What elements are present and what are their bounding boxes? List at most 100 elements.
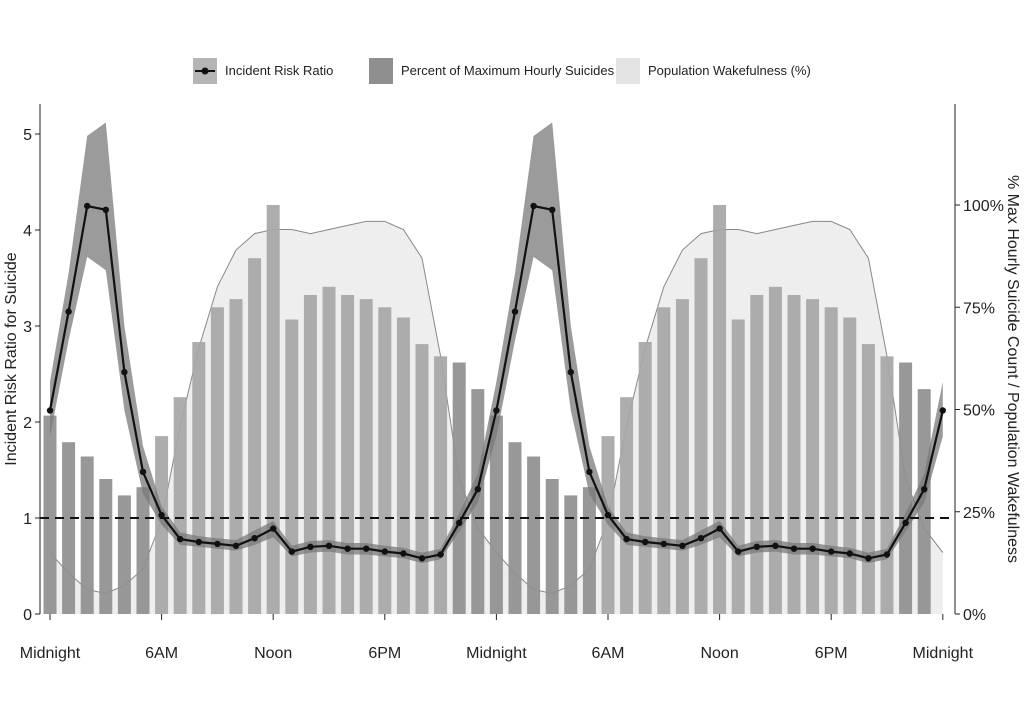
right-axis-title: % Max Hourly Suicide Count / Population … xyxy=(1004,175,1021,563)
risk-ratio-point xyxy=(102,206,110,213)
suicide-bar xyxy=(452,362,466,614)
risk-ratio-point xyxy=(530,202,537,210)
risk-ratio-point xyxy=(456,519,463,526)
right-axis-ticks: 0% 25% 50% 75% 100% xyxy=(955,198,1004,624)
x-tick-label: Noon xyxy=(700,645,738,662)
risk-ratio-point xyxy=(139,468,147,476)
suicide-bar xyxy=(303,295,317,614)
risk-ratio-point xyxy=(623,535,630,543)
suicide-bar xyxy=(434,356,448,614)
suicide-bar xyxy=(136,487,150,614)
x-tick-label: Noon xyxy=(254,645,292,662)
legend-risk-ratio-marker xyxy=(201,67,209,75)
risk-ratio-point xyxy=(325,542,333,549)
x-tick-label: Midnight xyxy=(20,645,81,662)
risk-ratio-point xyxy=(121,368,128,376)
risk-ratio-point xyxy=(679,542,686,549)
left-tick-label: 5 xyxy=(23,127,32,144)
risk-ratio-point xyxy=(288,548,295,555)
suicide-bar xyxy=(880,356,894,614)
risk-ratio-point xyxy=(735,548,742,555)
suicide-bar xyxy=(713,205,727,614)
legend-risk-ratio-label: Incident Risk Ratio xyxy=(225,63,333,78)
suicide-bar xyxy=(545,479,559,614)
risk-ratio-point xyxy=(549,206,556,213)
left-tick-label: 3 xyxy=(23,319,32,336)
legend-max-hourly-label: Percent of Maximum Hourly Suicides xyxy=(401,63,615,78)
risk-ratio-point xyxy=(344,545,351,552)
left-axis-title: Incident Risk Ratio for Suicide xyxy=(3,252,20,466)
suicide-bar xyxy=(359,299,373,614)
suicide-bar xyxy=(824,307,838,615)
risk-ratio-point xyxy=(195,538,202,546)
risk-ratio-point xyxy=(902,519,909,526)
risk-ratio-point xyxy=(158,511,165,519)
suicide-bar xyxy=(285,319,299,614)
suicide-bar xyxy=(155,436,169,614)
risk-ratio-point xyxy=(828,548,835,555)
risk-ratio-point xyxy=(809,545,816,552)
legend-item-risk-ratio: Incident Risk Ratio xyxy=(193,58,333,84)
suicide-bar xyxy=(489,415,503,614)
risk-ratio-point xyxy=(307,543,314,550)
risk-ratio-point xyxy=(84,202,91,210)
risk-ratio-point xyxy=(567,368,574,376)
risk-ratio-point xyxy=(381,548,388,555)
suicide-bar xyxy=(266,205,280,614)
suicide-bar xyxy=(341,295,355,614)
suicide-bar xyxy=(99,479,113,614)
risk-ratio-point xyxy=(400,550,407,557)
suicide-bar xyxy=(564,495,578,614)
risk-ratio-point xyxy=(270,525,277,532)
legend-item-wakefulness: Population Wakefulness (%) xyxy=(616,58,811,84)
right-tick-label: 50% xyxy=(963,403,995,420)
x-tick-label: 6PM xyxy=(815,645,848,662)
suicide-bar xyxy=(620,397,634,614)
suicide-bar xyxy=(62,442,76,614)
suicide-bar xyxy=(750,295,764,614)
suicide-bar xyxy=(508,442,522,614)
risk-ratio-point xyxy=(214,540,221,548)
risk-ratio-point xyxy=(437,551,444,558)
risk-ratio-point xyxy=(604,511,612,519)
suicide-bar xyxy=(638,342,652,614)
legend-max-hourly-key xyxy=(369,58,393,84)
x-axis-ticks: Midnight 6AM Noon 6PM Midnight 6AM Noon 6PM Midn… xyxy=(20,614,974,662)
left-tick-label: 4 xyxy=(23,223,32,240)
risk-ratio-point xyxy=(660,540,667,548)
x-tick-label: 6AM xyxy=(145,645,178,662)
suicide-bar xyxy=(229,299,243,614)
risk-ratio-point xyxy=(846,550,853,557)
suicide-bar xyxy=(731,319,745,614)
right-tick-label: 25% xyxy=(963,505,995,522)
risk-ratio-point xyxy=(251,535,258,542)
risk-ratio-point xyxy=(177,535,184,543)
suicide-bar xyxy=(861,344,875,614)
suicide-bar xyxy=(582,487,596,614)
suicide-bar xyxy=(843,317,857,614)
risk-ratio-point xyxy=(586,468,593,476)
suicide-bar xyxy=(80,456,94,614)
risk-ratio-point xyxy=(642,538,649,546)
risk-ratio-point xyxy=(493,407,500,414)
legend-wakefulness-label: Population Wakefulness (%) xyxy=(648,63,811,78)
legend: Incident Risk Ratio Percent of Maximum H… xyxy=(193,58,811,84)
x-tick-label: 6AM xyxy=(592,645,625,662)
left-tick-label: 2 xyxy=(23,415,32,432)
left-tick-label: 1 xyxy=(23,511,32,528)
risk-ratio-point xyxy=(65,308,72,315)
risk-ratio-point xyxy=(363,545,370,552)
suicide-bar xyxy=(527,456,541,614)
suicide-bar xyxy=(657,307,671,615)
risk-ratio-point xyxy=(716,525,723,532)
right-tick-label: 0% xyxy=(963,607,986,624)
right-tick-label: 100% xyxy=(963,198,1004,215)
plot-area xyxy=(40,122,955,615)
x-tick-label: Midnight xyxy=(466,645,527,662)
suicide-bar xyxy=(415,344,429,614)
risk-ratio-point xyxy=(921,486,928,493)
risk-ratio-point xyxy=(511,308,519,315)
risk-ratio-point xyxy=(772,542,779,549)
suicide-bar xyxy=(694,258,708,614)
